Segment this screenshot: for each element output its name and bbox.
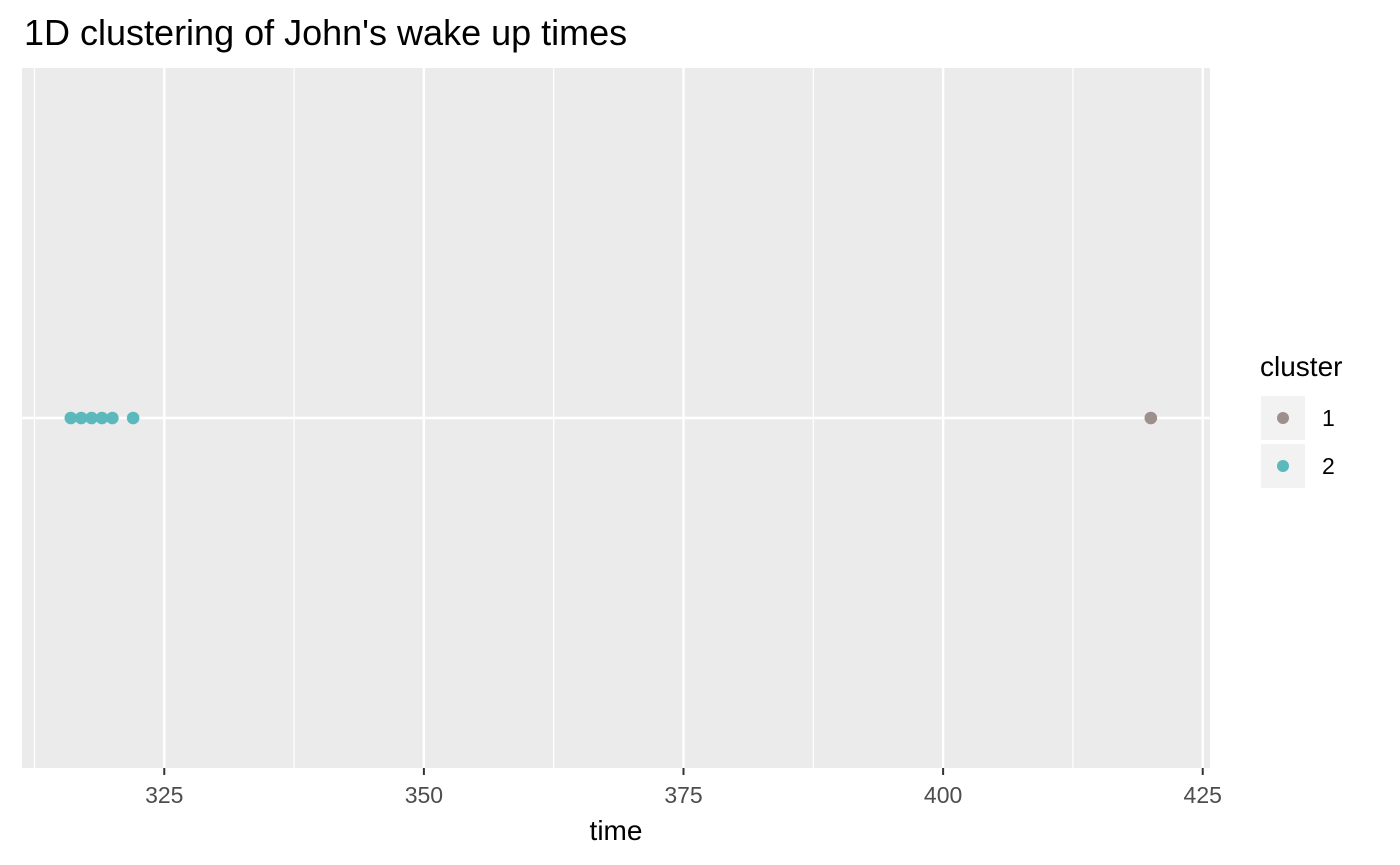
legend-marker-1 (1277, 412, 1289, 424)
x-tick-label-1: 350 (405, 782, 443, 808)
legend-items: 12 (1261, 396, 1335, 488)
x-tick-label-4: 425 (1184, 782, 1222, 808)
x-tick-label-3: 400 (924, 782, 962, 808)
x-axis-title: time (590, 815, 643, 846)
x-tick-label-0: 325 (145, 782, 183, 808)
point-cluster-2-1 (74, 411, 88, 425)
legend-label-2: 2 (1322, 453, 1335, 479)
legend-title: cluster (1260, 351, 1342, 382)
x-tick-label-2: 375 (664, 782, 702, 808)
legend: cluster 12 (1260, 351, 1342, 488)
point-cluster-1-0 (1144, 411, 1158, 425)
point-cluster-2-5 (126, 411, 140, 425)
point-cluster-2-3 (95, 411, 109, 425)
point-cluster-2-0 (64, 411, 78, 425)
legend-marker-2 (1277, 460, 1289, 472)
point-cluster-2-2 (85, 411, 98, 425)
data-points (64, 411, 1158, 425)
legend-label-1: 1 (1322, 405, 1335, 431)
point-cluster-2-4 (106, 411, 119, 425)
x-axis: 325 350 375 400 425 (145, 768, 1222, 808)
chart-title: 1D clustering of John's wake up times (24, 12, 627, 53)
